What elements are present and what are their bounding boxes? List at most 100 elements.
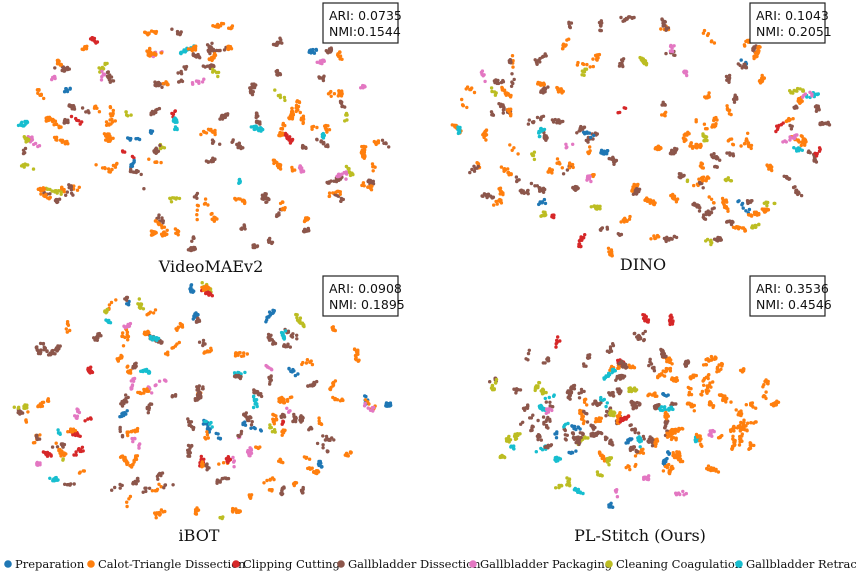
point-gallbladder-dissection xyxy=(634,191,638,195)
point-calot-triangle-dissection xyxy=(148,46,152,51)
point-clipping-cutting xyxy=(49,453,53,457)
point-calot-triangle-dissection xyxy=(764,390,768,394)
point-calot-triangle-dissection xyxy=(213,51,217,56)
point-gallbladder-packaging xyxy=(35,460,39,465)
point-clipping-cutting xyxy=(88,416,93,420)
point-gallbladder-dissection xyxy=(180,79,185,84)
point-calot-triangle-dissection xyxy=(365,400,370,404)
point-calot-triangle-dissection xyxy=(588,145,592,149)
point-gallbladder-dissection xyxy=(619,389,623,393)
point-gallbladder-dissection xyxy=(266,332,271,337)
point-gallbladder-dissection xyxy=(205,64,210,68)
point-gallbladder-packaging xyxy=(285,406,289,410)
point-cleaning-coagulation xyxy=(594,206,598,210)
point-gallbladder-dissection xyxy=(668,236,673,241)
point-gallbladder-dissection xyxy=(270,240,275,244)
point-calot-triangle-dissection xyxy=(272,160,277,164)
point-gallbladder-dissection xyxy=(195,196,199,200)
point-gallbladder-dissection xyxy=(255,244,259,249)
point-calot-triangle-dissection xyxy=(692,183,696,188)
point-calot-triangle-dissection xyxy=(697,177,701,181)
point-gallbladder-dissection xyxy=(62,119,67,123)
point-calot-triangle-dissection xyxy=(60,138,65,142)
point-preparation xyxy=(542,197,547,202)
point-gallbladder-packaging xyxy=(137,446,141,450)
point-calot-triangle-dissection xyxy=(588,65,592,69)
point-calot-triangle-dissection xyxy=(702,383,706,387)
point-preparation xyxy=(602,149,606,153)
point-gallbladder-dissection xyxy=(219,115,224,119)
point-gallbladder-dissection xyxy=(214,48,219,53)
point-gallbladder-dissection xyxy=(343,105,347,109)
point-calot-triangle-dissection xyxy=(799,134,803,138)
point-gallbladder-dissection xyxy=(619,15,623,20)
point-clipping-cutting xyxy=(285,133,289,137)
point-preparation xyxy=(747,207,752,212)
point-cleaning-coagulation xyxy=(269,425,273,430)
point-calot-triangle-dissection xyxy=(500,86,505,91)
point-gallbladder-packaging xyxy=(315,60,319,64)
point-gallbladder-dissection xyxy=(67,67,72,71)
point-calot-triangle-dissection xyxy=(151,311,156,315)
point-calot-triangle-dissection xyxy=(371,164,375,169)
point-preparation xyxy=(385,402,389,406)
point-calot-triangle-dissection xyxy=(206,350,210,354)
point-preparation xyxy=(216,436,221,440)
point-gallbladder-packaging xyxy=(77,410,82,415)
point-gallbladder-dissection xyxy=(193,247,197,251)
point-calot-triangle-dissection xyxy=(709,358,713,362)
point-cleaning-coagulation xyxy=(516,433,520,438)
point-calot-triangle-dissection xyxy=(624,465,628,470)
point-calot-triangle-dissection xyxy=(700,444,704,448)
point-calot-triangle-dissection xyxy=(126,369,130,373)
point-gallbladder-dissection xyxy=(669,151,673,155)
point-calot-triangle-dissection xyxy=(159,485,163,489)
point-gallbladder-dissection xyxy=(210,141,215,145)
point-cleaning-coagulation xyxy=(218,516,223,520)
point-gallbladder-dissection xyxy=(526,351,531,356)
point-calot-triangle-dissection xyxy=(153,231,157,236)
point-cleaning-coagulation xyxy=(53,189,57,193)
point-calot-triangle-dissection xyxy=(40,404,45,408)
point-calot-triangle-dissection xyxy=(154,516,158,520)
point-calot-triangle-dissection xyxy=(622,220,626,224)
point-gallbladder-dissection xyxy=(325,450,330,454)
point-calot-triangle-dissection xyxy=(699,144,703,148)
point-gallbladder-dissection xyxy=(515,179,519,184)
point-gallbladder-packaging xyxy=(132,376,137,381)
point-cleaning-coagulation xyxy=(141,307,146,311)
point-gallbladder-dissection xyxy=(155,150,159,155)
point-calot-triangle-dissection xyxy=(126,430,131,434)
point-calot-triangle-dissection xyxy=(108,112,113,116)
point-gallbladder-packaging xyxy=(202,77,206,81)
point-gallbladder-dissection xyxy=(129,167,133,171)
point-gallbladder-dissection xyxy=(598,28,602,32)
point-calot-triangle-dissection xyxy=(150,489,155,493)
point-gallbladder-packaging xyxy=(371,409,375,413)
point-calot-triangle-dissection xyxy=(460,97,464,102)
point-calot-triangle-dissection xyxy=(749,213,753,217)
point-cleaning-coagulation xyxy=(139,304,143,309)
point-calot-triangle-dissection xyxy=(465,105,469,110)
point-calot-triangle-dissection xyxy=(627,217,632,221)
point-calot-triangle-dissection xyxy=(242,201,247,206)
point-calot-triangle-dissection xyxy=(696,435,700,439)
point-clipping-cutting xyxy=(775,127,780,132)
point-calot-triangle-dissection xyxy=(329,94,333,99)
point-cleaning-coagulation xyxy=(344,164,349,169)
point-gallbladder-dissection xyxy=(144,489,148,494)
point-gallbladder-dissection xyxy=(652,404,657,409)
point-gallbladder-retraction xyxy=(534,450,538,454)
point-calot-triangle-dissection xyxy=(203,435,207,440)
point-gallbladder-dissection xyxy=(575,131,579,135)
point-calot-triangle-dissection xyxy=(115,161,119,166)
point-calot-triangle-dissection xyxy=(753,54,757,58)
point-gallbladder-dissection xyxy=(298,418,302,422)
point-calot-triangle-dissection xyxy=(710,39,714,43)
point-calot-triangle-dissection xyxy=(362,144,366,149)
point-clipping-cutting xyxy=(288,135,292,139)
point-calot-triangle-dissection xyxy=(725,200,729,204)
point-calot-triangle-dissection xyxy=(761,385,765,389)
point-gallbladder-dissection xyxy=(509,84,514,89)
